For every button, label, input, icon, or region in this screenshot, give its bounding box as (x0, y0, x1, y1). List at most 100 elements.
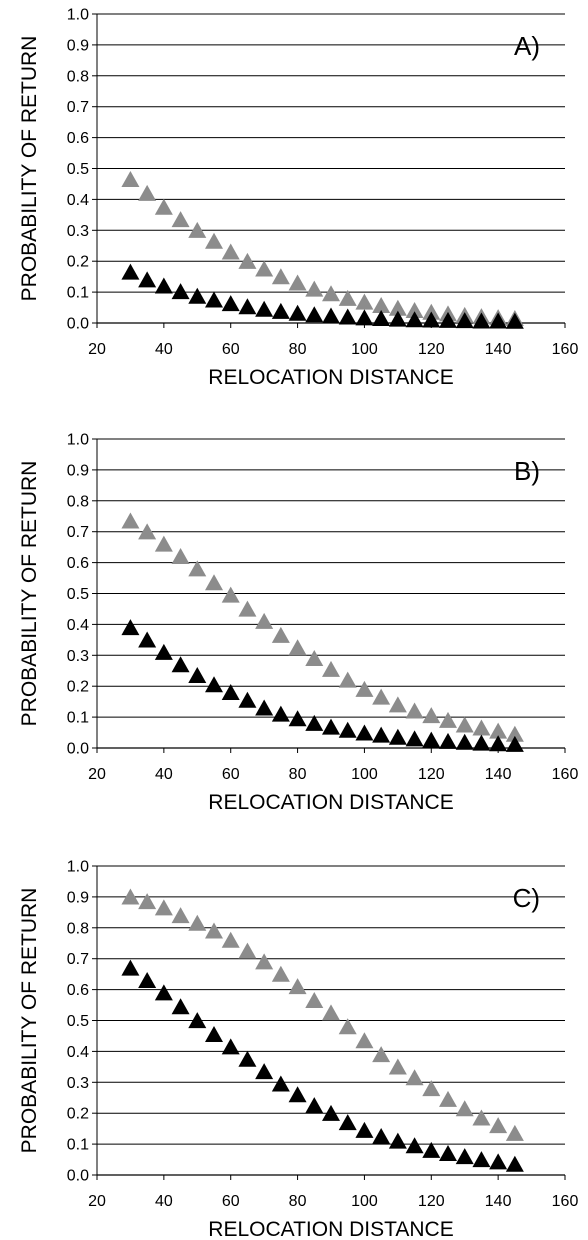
data-point-series-2 (188, 1012, 207, 1029)
data-point-series-1 (455, 1100, 474, 1117)
x-tick-label: 100 (351, 1193, 378, 1210)
data-point-series-2 (388, 1132, 407, 1149)
data-point-series-2 (489, 312, 508, 329)
y-tick-label: 0.9 (67, 889, 89, 906)
data-point-series-1 (388, 299, 407, 316)
x-tick-label: 140 (485, 1193, 512, 1210)
x-tick-label: 80 (289, 341, 307, 358)
data-point-series-1 (472, 1109, 491, 1126)
data-point-series-2 (439, 1144, 457, 1161)
data-point-series-1 (188, 914, 207, 931)
data-point-series-2 (138, 271, 157, 288)
data-point-series-2 (355, 309, 374, 326)
y-tick-label: 0.9 (67, 462, 89, 479)
data-point-series-2 (472, 312, 491, 329)
x-tick-label: 20 (88, 766, 106, 783)
chart-panel-3: 0.0 0.1 0.2 0.3 0.4 0.5 0.6 0.7 0.8 0.9 1.0 20 40 60 8… (18, 859, 578, 1240)
y-tick-label: 0.3 (67, 223, 89, 240)
data-point-series-1 (355, 293, 374, 310)
data-point-series-2 (271, 705, 290, 722)
data-point-series-1 (271, 965, 290, 982)
data-point-series-2 (405, 730, 424, 747)
data-point-series-2 (338, 721, 357, 738)
data-point-series-1 (221, 243, 240, 260)
y-tick-label: 0.4 (67, 617, 89, 634)
y-tick-label: 0.7 (67, 524, 89, 541)
data-point-series-1 (455, 716, 474, 733)
data-point-series-1 (221, 931, 240, 948)
x-tick-label: 40 (155, 1193, 173, 1210)
data-point-series-1 (154, 535, 173, 552)
data-point-series-2 (138, 631, 157, 648)
y-tick-label: 0.6 (67, 982, 89, 999)
data-point-series-2 (221, 684, 240, 701)
data-point-series-1 (439, 1090, 457, 1107)
x-tick-label: 140 (485, 341, 512, 358)
data-point-series-1 (154, 899, 173, 916)
x-tick-label: 140 (485, 766, 512, 783)
data-point-series-1 (355, 1032, 374, 1049)
x-tick-label: 160 (552, 341, 579, 358)
data-point-series-1 (338, 289, 357, 306)
data-point-series-1 (489, 1117, 508, 1134)
x-tick-label: 120 (418, 766, 445, 783)
data-point-series-2 (372, 1128, 391, 1144)
data-point-series-1 (305, 280, 324, 297)
data-point-series-1 (505, 1124, 524, 1141)
data-point-series-1 (271, 268, 290, 285)
y-tick-label: 0.5 (67, 161, 89, 178)
data-point-series-1 (205, 574, 223, 591)
data-point-series-1 (338, 671, 357, 688)
data-point-series-1 (472, 719, 491, 736)
data-point-series-2 (305, 1097, 324, 1114)
data-point-series-2 (154, 984, 173, 1001)
x-axis-title: RELOCATION DISTANCE (208, 366, 453, 389)
data-point-series-2 (439, 732, 457, 749)
data-point-series-2 (472, 1151, 491, 1168)
data-point-series-1 (138, 893, 157, 910)
data-point-series-2 (305, 714, 324, 731)
data-point-series-2 (121, 263, 140, 280)
data-point-series-2 (255, 699, 274, 716)
data-point-series-2 (288, 710, 307, 727)
data-point-series-2 (171, 283, 190, 300)
data-point-series-1 (405, 702, 424, 719)
x-tick-label: 60 (222, 766, 240, 783)
data-point-series-2 (138, 971, 157, 988)
y-tick-label: 0.4 (67, 1044, 89, 1061)
data-point-series-2 (422, 1141, 441, 1158)
data-point-series-1 (372, 297, 391, 314)
data-point-series-2 (121, 619, 140, 636)
x-tick-label: 60 (222, 341, 240, 358)
panel-label: B) (514, 456, 540, 486)
data-point-series-2 (255, 300, 274, 317)
chart-panel-2: 0.0 0.1 0.2 0.3 0.4 0.5 0.6 0.7 0.8 0.9 1.0 20 40 60 8… (18, 432, 578, 815)
data-point-series-1 (372, 688, 391, 705)
data-point-series-2 (372, 309, 391, 326)
data-point-series-2 (271, 302, 290, 319)
y-tick-label: 0.6 (67, 130, 89, 147)
data-point-series-2 (455, 312, 474, 329)
y-tick-label: 1.0 (67, 432, 89, 449)
data-point-series-1 (305, 650, 324, 667)
x-tick-label: 40 (155, 341, 173, 358)
data-point-series-1 (405, 1069, 424, 1086)
data-point-series-2 (322, 307, 340, 324)
data-point-series-1 (238, 600, 257, 617)
data-point-series-2 (505, 1155, 524, 1172)
y-tick-label: 0.2 (67, 1106, 89, 1123)
data-point-series-2 (271, 1075, 290, 1092)
data-point-series-1 (439, 711, 457, 728)
data-point-series-2 (205, 676, 223, 693)
x-tick-label: 100 (351, 766, 378, 783)
data-point-series-2 (455, 1148, 474, 1165)
data-point-series-1 (372, 1046, 391, 1063)
data-point-series-1 (188, 560, 207, 577)
x-tick-label: 80 (289, 1193, 307, 1210)
data-point-series-1 (255, 612, 274, 629)
data-point-series-2 (338, 1114, 357, 1131)
y-tick-label: 0.3 (67, 648, 89, 665)
y-tick-label: 0.8 (67, 493, 89, 510)
data-point-series-1 (171, 211, 190, 228)
y-tick-label: 0.1 (67, 285, 89, 302)
